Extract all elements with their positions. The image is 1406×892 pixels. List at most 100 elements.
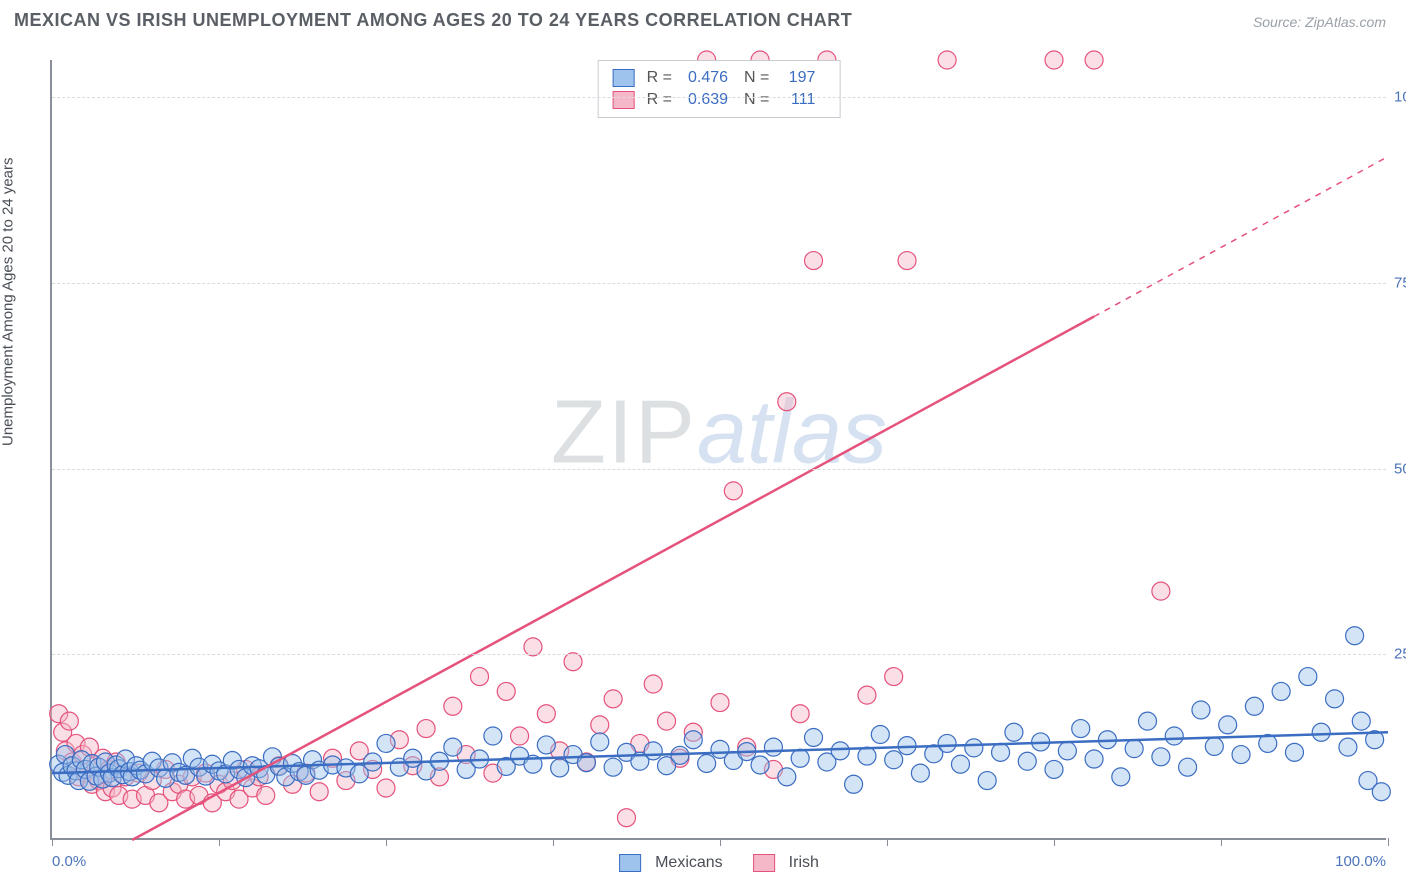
legend-item: Irish (753, 854, 819, 872)
x-tick (52, 838, 53, 846)
scatter-point (604, 758, 622, 776)
scatter-point (885, 751, 903, 769)
scatter-point (1372, 783, 1390, 801)
scatter-point (764, 738, 782, 756)
y-tick-label: 50.0% (1394, 460, 1406, 477)
scatter-point (1272, 682, 1290, 700)
scatter-point (644, 675, 662, 693)
scatter-point (310, 783, 328, 801)
scatter-point (484, 727, 502, 745)
legend-stat-row: R =0.476N =197 (613, 67, 826, 89)
scatter-point (444, 738, 462, 756)
scatter-point (711, 694, 729, 712)
scatter-point (1152, 748, 1170, 766)
scatter-point (377, 779, 395, 797)
scatter-point (1192, 701, 1210, 719)
scatter-point (377, 734, 395, 752)
plot-area: ZIPatlas R =0.476N =197R =0.639N =111 0.… (50, 60, 1386, 840)
scatter-point (1125, 740, 1143, 758)
scatter-point (1219, 716, 1237, 734)
scatter-point (564, 653, 582, 671)
scatter-point (591, 716, 609, 734)
scatter-point (1346, 627, 1364, 645)
scatter-point (805, 252, 823, 270)
scatter-point (511, 727, 529, 745)
legend-r-label: R = (647, 69, 672, 87)
legend-correlation: R =0.476N =197R =0.639N =111 (598, 60, 841, 118)
scatter-point (831, 742, 849, 760)
x-tick (720, 838, 721, 846)
scatter-point (497, 682, 515, 700)
legend-swatch (619, 854, 641, 872)
scatter-point (845, 775, 863, 793)
scatter-point (1339, 738, 1357, 756)
scatter-point (751, 756, 769, 774)
legend-r-value: 0.476 (678, 69, 738, 87)
scatter-point (1045, 760, 1063, 778)
scatter-point (591, 733, 609, 751)
scatter-point (1285, 743, 1303, 761)
x-tick-first: 0.0% (52, 853, 86, 870)
scatter-point (1072, 720, 1090, 738)
legend-series: Mexicans Irish (619, 854, 819, 872)
x-tick (553, 838, 554, 846)
x-tick (219, 838, 220, 846)
scatter-point (791, 749, 809, 767)
scatter-point (1112, 768, 1130, 786)
source-label: Source: ZipAtlas.com (1253, 14, 1386, 30)
legend-n-label: N = (744, 69, 769, 87)
scatter-point (805, 728, 823, 746)
regression-line-dashed (1094, 157, 1388, 317)
scatter-point (1232, 746, 1250, 764)
gridline (52, 654, 1386, 655)
scatter-point (1245, 697, 1263, 715)
legend-swatch (613, 91, 635, 109)
legend-stat-row: R =0.639N =111 (613, 89, 826, 111)
scatter-point (1352, 712, 1370, 730)
scatter-point (684, 731, 702, 749)
chart-svg (52, 60, 1386, 838)
scatter-point (537, 705, 555, 723)
legend-item: Mexicans (619, 854, 723, 872)
scatter-point (698, 754, 716, 772)
scatter-point (1299, 668, 1317, 686)
legend-swatch (753, 854, 775, 872)
legend-n-value: 111 (775, 91, 825, 109)
scatter-point (885, 668, 903, 686)
scatter-point (1005, 723, 1023, 741)
scatter-point (644, 742, 662, 760)
scatter-point (1085, 750, 1103, 768)
scatter-point (257, 786, 275, 804)
scatter-point (938, 734, 956, 752)
scatter-point (1152, 582, 1170, 600)
scatter-point (1085, 51, 1103, 69)
gridline (52, 469, 1386, 470)
y-axis-label: Unemployment Among Ages 20 to 24 years (0, 157, 17, 446)
scatter-point (551, 759, 569, 777)
scatter-point (1018, 752, 1036, 770)
scatter-point (951, 755, 969, 773)
scatter-point (417, 720, 435, 738)
x-tick (887, 838, 888, 846)
scatter-point (1058, 742, 1076, 760)
scatter-point (965, 739, 983, 757)
y-tick-label: 25.0% (1394, 646, 1406, 663)
x-tick (1054, 838, 1055, 846)
scatter-point (1312, 723, 1330, 741)
x-tick-last: 100.0% (1335, 853, 1386, 870)
scatter-point (978, 772, 996, 790)
y-tick-label: 100.0% (1394, 89, 1406, 106)
legend-label: Mexicans (655, 854, 723, 872)
chart-container: MEXICAN VS IRISH UNEMPLOYMENT AMONG AGES… (0, 0, 1406, 892)
legend-label: Irish (789, 854, 819, 872)
scatter-point (992, 743, 1010, 761)
scatter-point (858, 686, 876, 704)
chart-title: MEXICAN VS IRISH UNEMPLOYMENT AMONG AGES… (14, 10, 852, 31)
x-tick (1388, 838, 1389, 846)
scatter-point (1139, 712, 1157, 730)
x-tick (386, 838, 387, 846)
scatter-point (1205, 737, 1223, 755)
scatter-point (1165, 727, 1183, 745)
scatter-point (537, 736, 555, 754)
gridline (52, 97, 1386, 98)
